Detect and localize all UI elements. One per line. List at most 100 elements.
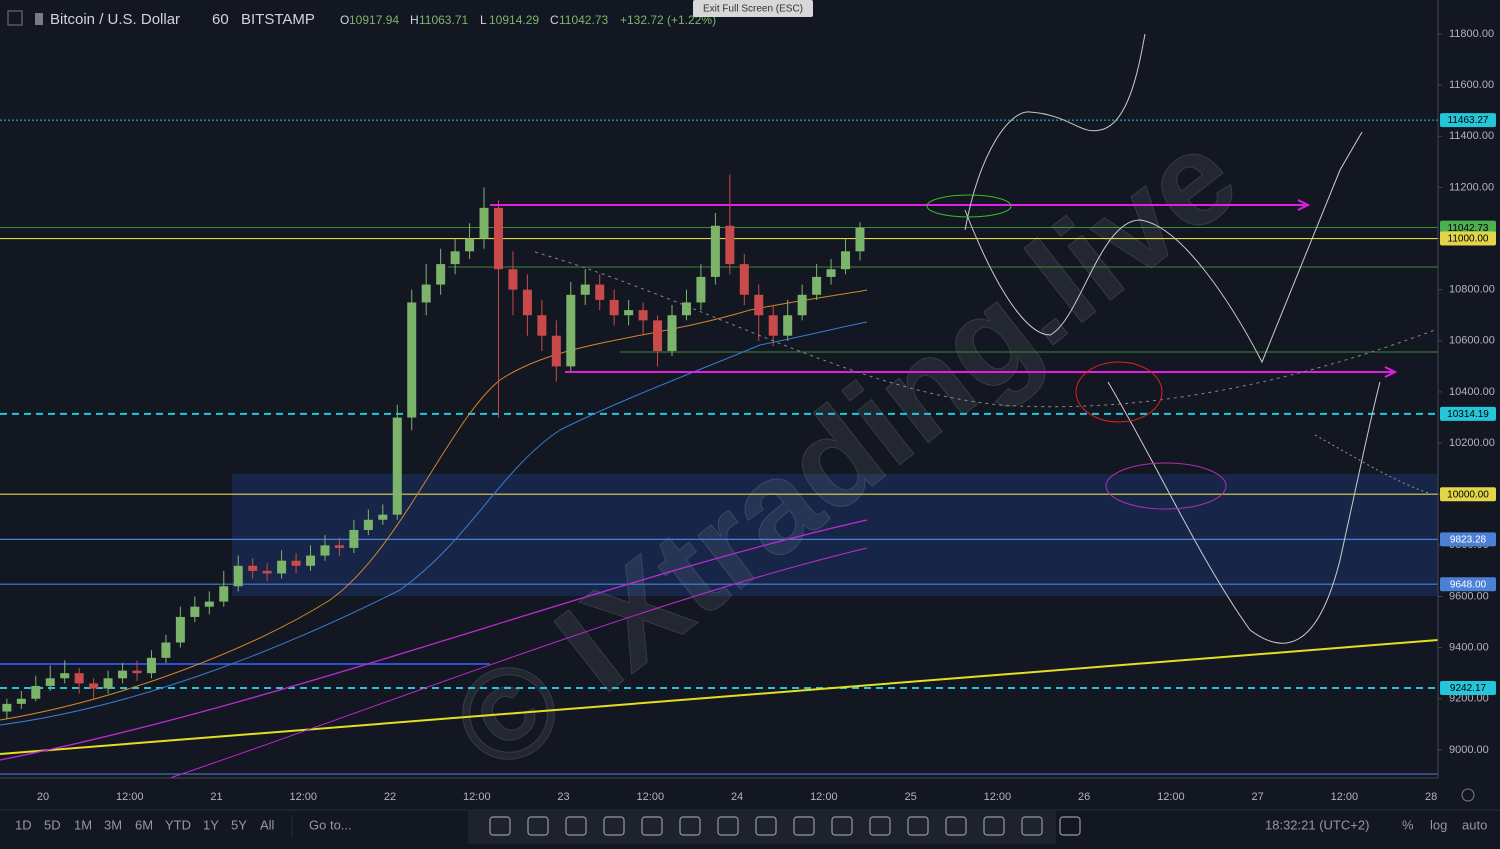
projection xyxy=(964,33,1146,231)
tool-icon[interactable] xyxy=(527,816,549,836)
tool-icon[interactable] xyxy=(869,816,891,836)
candle-body xyxy=(291,560,301,566)
ohlc: O 10917.94 H 11063.71 L 10914.29 C 11042.73 xyxy=(340,13,608,27)
y-tick-label: 10800.00 xyxy=(1449,284,1495,296)
tool-icon[interactable] xyxy=(603,816,625,836)
x-tick-label: 27 xyxy=(1251,791,1263,803)
price-label: 11042.73 xyxy=(1448,223,1489,234)
drawing-tools xyxy=(468,810,1056,844)
range-button[interactable]: 1Y xyxy=(203,817,219,832)
exit-button[interactable] xyxy=(693,0,813,17)
arrow-head xyxy=(1297,199,1311,211)
symbol[interactable]: Bitcoin / U.S. Dollar xyxy=(50,11,180,28)
y-tick-label: 11800.00 xyxy=(1449,28,1494,40)
x-tick-label: 20 xyxy=(37,791,49,803)
y-tick-label: 11600.00 xyxy=(1449,79,1494,91)
log-toggle[interactable]: log xyxy=(1430,817,1447,832)
ma-line xyxy=(169,547,868,779)
y-tick-label: 11400.00 xyxy=(1449,130,1494,142)
x-tick-label: 22 xyxy=(384,791,396,803)
price-axis xyxy=(1438,0,1500,810)
tool-icon[interactable] xyxy=(983,816,1005,836)
candles xyxy=(2,174,865,720)
price-label: 11463.27 xyxy=(1448,115,1489,126)
goto-button[interactable]: Go to... xyxy=(309,817,352,832)
tool-icon[interactable] xyxy=(755,816,777,836)
candle-body xyxy=(45,678,55,686)
arrow-head xyxy=(1384,366,1398,378)
range-button[interactable]: 1D xyxy=(15,817,32,832)
candle-body xyxy=(479,207,489,239)
y-tick-label: 10600.00 xyxy=(1449,335,1495,347)
range-button[interactable]: 5Y xyxy=(231,817,247,832)
price-label-box xyxy=(1440,113,1496,128)
add-icon[interactable] xyxy=(7,10,23,26)
price-label-box xyxy=(1440,532,1496,547)
y-tick-label: 9600.00 xyxy=(1449,590,1489,602)
price-label: 9823.28 xyxy=(1450,535,1487,546)
tool-icon[interactable] xyxy=(641,816,663,836)
tool-icon[interactable] xyxy=(489,816,511,836)
candle-body xyxy=(248,565,258,571)
candle-body xyxy=(537,315,547,336)
candle-body xyxy=(855,227,865,252)
candle-body xyxy=(262,570,272,574)
candle-body xyxy=(190,606,200,617)
candle-body xyxy=(2,703,12,712)
candle-body xyxy=(783,315,793,336)
range-button[interactable]: 5D xyxy=(44,817,61,832)
candle-body xyxy=(493,207,503,270)
toolbar: 1D 5D 1M 3M 6M YTD 1Y 5Y All xyxy=(15,817,275,832)
range-button[interactable]: 3M xyxy=(104,817,122,832)
ellipse xyxy=(1075,361,1163,423)
exit-button-label[interactable]: Exit Full Screen (ESC) xyxy=(703,4,803,15)
candle-body xyxy=(551,335,561,367)
percent-toggle[interactable]: % xyxy=(1402,817,1414,832)
range-button[interactable]: All xyxy=(260,817,275,832)
ohlc-value: 11063.71 xyxy=(419,13,468,27)
tool-icon[interactable] xyxy=(565,816,587,836)
candle-body xyxy=(378,514,388,520)
settings-icon[interactable] xyxy=(1461,788,1475,802)
candle-body xyxy=(407,302,417,418)
candle-body xyxy=(392,417,402,515)
candle-body xyxy=(768,315,778,336)
clock: 18:32:21 (UTC+2) xyxy=(1265,817,1369,832)
tool-icon[interactable] xyxy=(831,816,853,836)
x-tick-label: 12:00 xyxy=(984,791,1012,803)
x-tick-label: 25 xyxy=(904,791,916,803)
candle-body xyxy=(624,310,634,316)
candle-body xyxy=(233,565,243,587)
candle-body xyxy=(465,238,475,252)
candle-body xyxy=(146,657,156,674)
tool-icon[interactable] xyxy=(717,816,739,836)
candle-body xyxy=(436,264,446,285)
candle-body xyxy=(421,284,431,303)
price-label-box xyxy=(1440,231,1496,246)
candle-body xyxy=(609,299,619,316)
candle-body xyxy=(277,560,287,574)
range-button[interactable]: 6M xyxy=(135,817,153,832)
projection xyxy=(964,131,1363,364)
candle-body xyxy=(320,545,330,556)
ohlc-value: 10914.29 xyxy=(489,13,539,27)
auto-toggle[interactable]: auto xyxy=(1462,817,1487,832)
tool-icon[interactable] xyxy=(945,816,967,836)
y-tick-label: 10400.00 xyxy=(1449,386,1495,398)
x-tick-label: 26 xyxy=(1078,791,1090,803)
candle-body xyxy=(725,225,735,265)
candle-body xyxy=(841,251,851,270)
candle-body xyxy=(797,294,807,316)
ohlc-value: 10917.94 xyxy=(349,13,399,27)
tool-icon[interactable] xyxy=(1021,816,1043,836)
tool-icon[interactable] xyxy=(1059,816,1081,836)
candle-body xyxy=(219,586,229,602)
range-button[interactable]: 1M xyxy=(74,817,92,832)
tool-icon[interactable] xyxy=(907,816,929,836)
tool-icon[interactable] xyxy=(679,816,701,836)
trend-line xyxy=(0,639,1439,755)
range-button[interactable]: YTD xyxy=(165,817,191,832)
y-tick-label: 9000.00 xyxy=(1449,744,1489,756)
interval[interactable]: 60 xyxy=(212,11,229,28)
tool-icon[interactable] xyxy=(793,816,815,836)
